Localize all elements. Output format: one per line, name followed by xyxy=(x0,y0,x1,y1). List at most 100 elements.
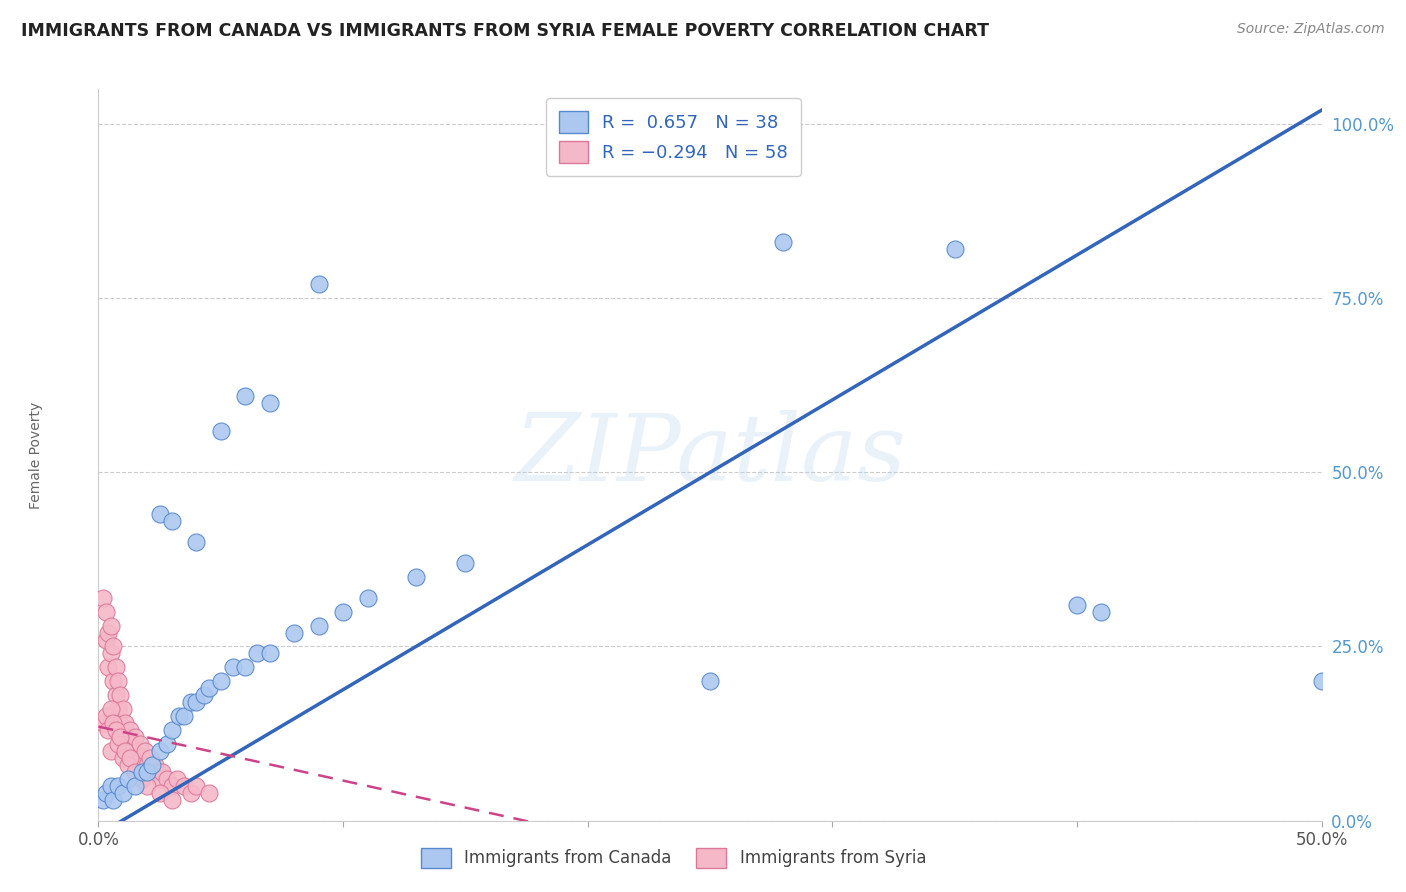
Point xyxy=(101,640,124,654)
Point xyxy=(259,647,281,661)
Point xyxy=(129,737,152,751)
Point xyxy=(100,779,122,793)
Point xyxy=(1066,598,1088,612)
Point xyxy=(356,591,378,605)
Point xyxy=(167,709,190,723)
Point xyxy=(149,507,172,521)
Point xyxy=(101,793,124,807)
Point xyxy=(114,744,136,758)
Point xyxy=(94,709,117,723)
Point xyxy=(143,758,166,772)
Point xyxy=(160,793,183,807)
Point xyxy=(120,723,142,737)
Point xyxy=(308,277,330,292)
Point xyxy=(101,674,124,689)
Point xyxy=(97,660,120,674)
Point xyxy=(110,730,132,744)
Point xyxy=(150,764,173,779)
Point xyxy=(100,618,122,632)
Text: ZIPatlas: ZIPatlas xyxy=(515,410,905,500)
Point xyxy=(141,758,163,772)
Point xyxy=(454,556,477,570)
Point xyxy=(136,764,159,779)
Point xyxy=(156,737,179,751)
Point xyxy=(104,660,127,674)
Point xyxy=(283,625,305,640)
Point xyxy=(104,723,127,737)
Point xyxy=(134,744,156,758)
Point xyxy=(114,716,136,731)
Point xyxy=(209,674,232,689)
Point xyxy=(107,702,129,716)
Point xyxy=(166,772,188,786)
Point xyxy=(308,618,330,632)
Point xyxy=(141,764,163,779)
Point xyxy=(332,605,354,619)
Point xyxy=(120,751,142,765)
Point xyxy=(91,793,114,807)
Point xyxy=(197,786,219,800)
Point xyxy=(186,695,208,709)
Point xyxy=(149,744,172,758)
Point xyxy=(117,758,139,772)
Point xyxy=(101,716,124,731)
Point xyxy=(160,514,183,528)
Point xyxy=(107,674,129,689)
Point xyxy=(209,424,232,438)
Point xyxy=(173,779,195,793)
Point xyxy=(405,570,427,584)
Point xyxy=(233,389,256,403)
Point xyxy=(91,716,114,731)
Point xyxy=(772,235,794,250)
Point xyxy=(246,647,269,661)
Point xyxy=(160,779,183,793)
Point xyxy=(160,723,183,737)
Legend: Immigrants from Canada, Immigrants from Syria: Immigrants from Canada, Immigrants from … xyxy=(411,838,936,878)
Point xyxy=(117,772,139,786)
Point xyxy=(111,751,134,765)
Text: IMMIGRANTS FROM CANADA VS IMMIGRANTS FROM SYRIA FEMALE POVERTY CORRELATION CHART: IMMIGRANTS FROM CANADA VS IMMIGRANTS FRO… xyxy=(21,22,988,40)
Point xyxy=(699,137,721,152)
Point xyxy=(121,737,143,751)
Point xyxy=(149,786,172,800)
Point xyxy=(94,632,117,647)
Point xyxy=(136,758,159,772)
Point xyxy=(180,786,202,800)
Point xyxy=(173,709,195,723)
Point xyxy=(197,681,219,696)
Point xyxy=(131,772,153,786)
Point xyxy=(110,688,132,702)
Point xyxy=(100,702,122,716)
Point xyxy=(97,625,120,640)
Point xyxy=(1310,674,1333,689)
Point xyxy=(699,674,721,689)
Point xyxy=(943,243,966,257)
Point xyxy=(100,744,122,758)
Point xyxy=(94,605,117,619)
Point xyxy=(222,660,245,674)
Point xyxy=(259,395,281,409)
Point xyxy=(186,779,208,793)
Point xyxy=(110,716,132,731)
Point xyxy=(136,779,159,793)
Point xyxy=(124,764,146,779)
Point xyxy=(111,730,134,744)
Point xyxy=(91,591,114,605)
Y-axis label: Female Poverty: Female Poverty xyxy=(30,401,44,508)
Point xyxy=(193,688,215,702)
Point xyxy=(233,660,256,674)
Point xyxy=(117,730,139,744)
Point xyxy=(1090,605,1112,619)
Point xyxy=(146,764,169,779)
Point xyxy=(124,730,146,744)
Point xyxy=(186,535,208,549)
Point xyxy=(180,695,202,709)
Point xyxy=(111,786,134,800)
Point xyxy=(107,779,129,793)
Point xyxy=(131,751,153,765)
Point xyxy=(127,744,149,758)
Point xyxy=(111,702,134,716)
Point xyxy=(94,786,117,800)
Point xyxy=(149,772,172,786)
Point xyxy=(97,723,120,737)
